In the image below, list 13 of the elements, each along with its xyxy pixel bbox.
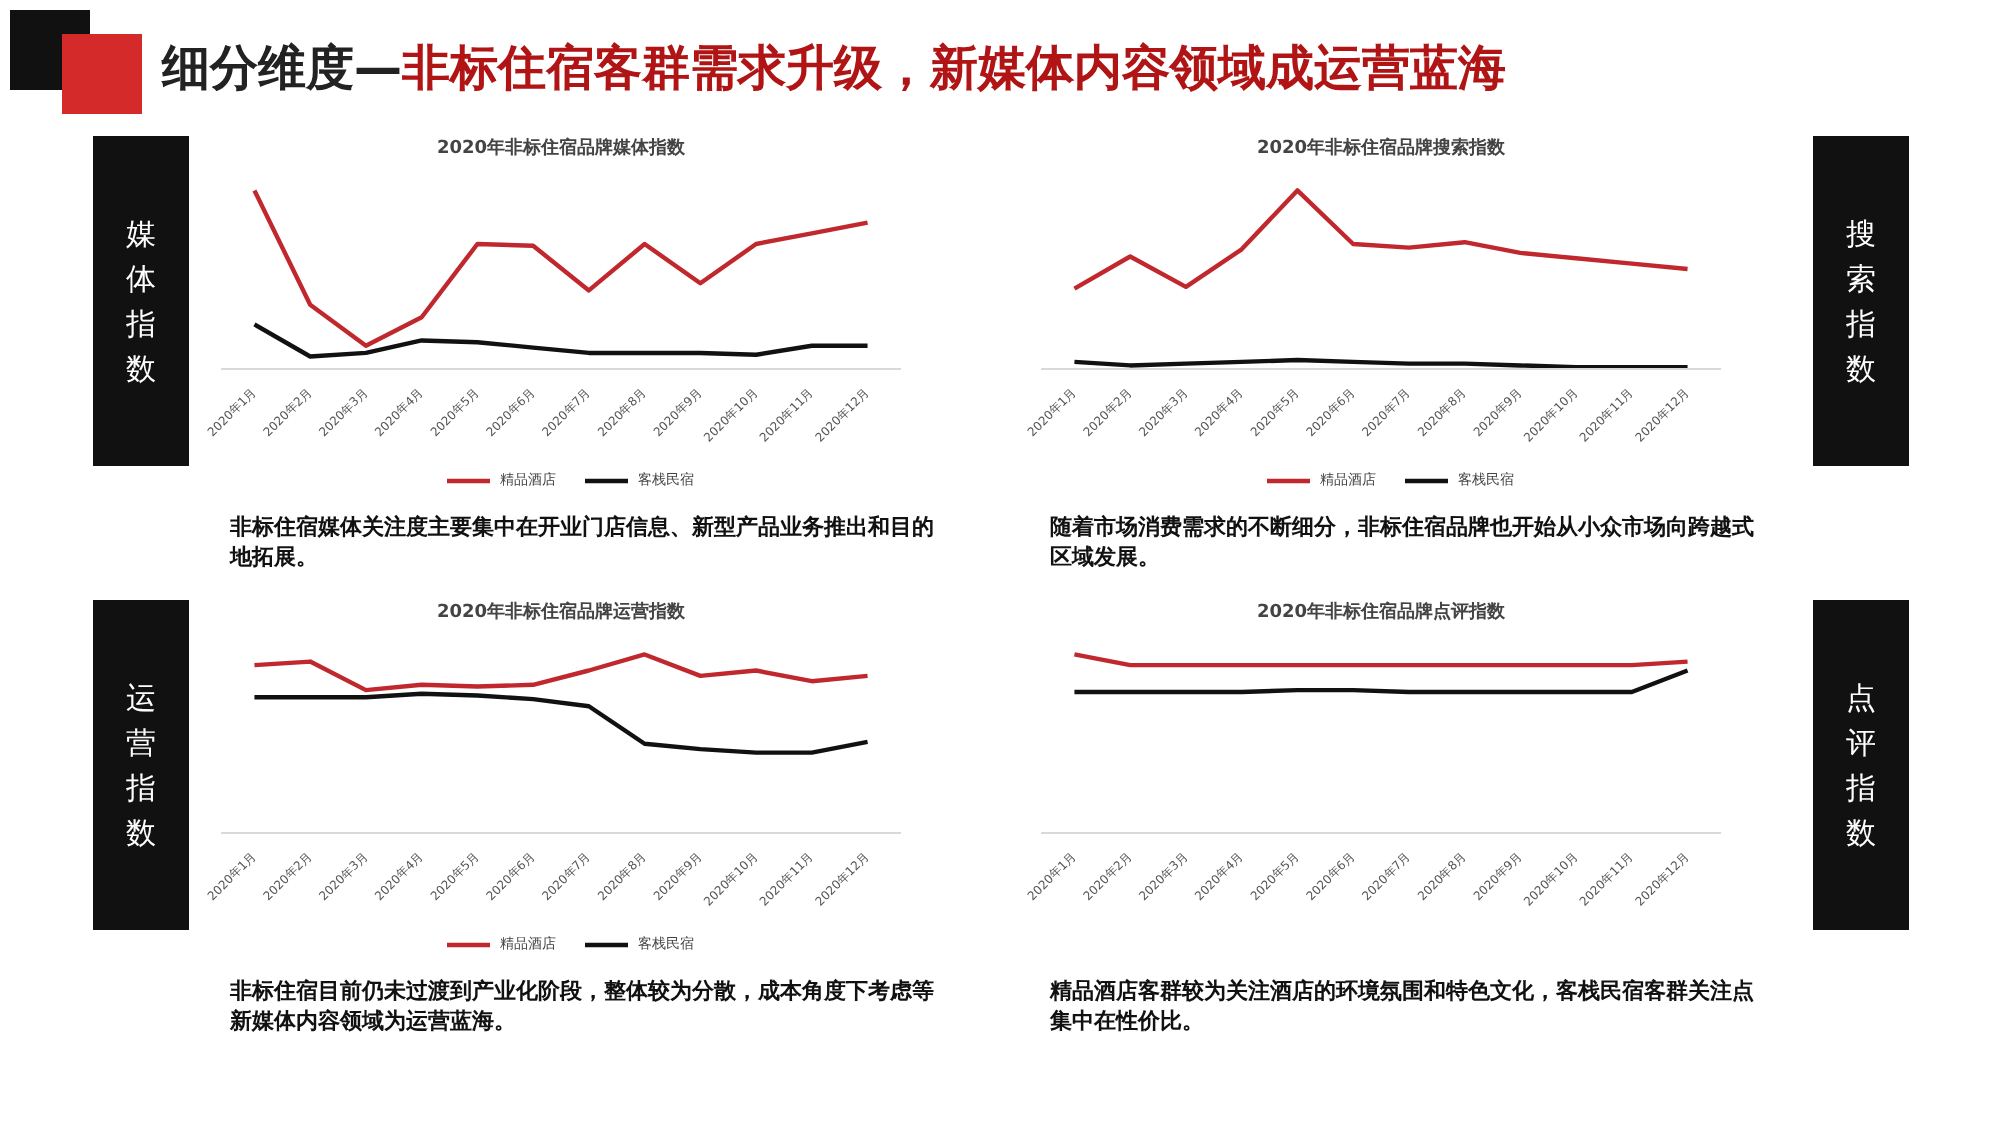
text: 非标住宿目前仍未过渡到产业化阶段，整体较为分散，成本角度下考虑等新媒体内容领域为运营蓝海。 [230,978,936,1038]
text: 精品酒店客群较为关注酒店的环境氛围和特色文化，客栈民宿客群关注点集中在性价比。 [1050,978,1756,1038]
text: 运营指数 [124,679,156,851]
chart-title: 2020年非标住宿品牌运营指数 [436,601,688,623]
text: 点评指数 [1844,679,1876,851]
chart-title: 2020年非标住宿品牌搜索指数 [1256,137,1508,159]
text: 非标住宿媒体关注度主要集中在开业门店信息、新型产品业务推出和目的地拓展。 [230,514,936,574]
text: 细分维度—非标住宿客群需求升级，新媒体内容领域成运营蓝海 [162,40,1506,96]
text: 媒体指数 [124,215,156,387]
chart-title: 2020年非标住宿品牌媒体指数 [436,137,688,159]
chart-title: 2020年非标住宿品牌点评指数 [1256,601,1508,623]
text: 搜索指数 [1844,215,1876,387]
text: 随着市场消费需求的不断细分，非标住宿品牌也开始从小众市场向跨越式区域发展。 [1050,514,1756,574]
